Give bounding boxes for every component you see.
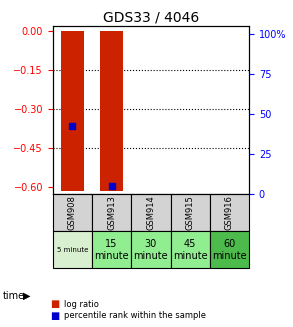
FancyBboxPatch shape	[210, 231, 249, 268]
Bar	[61, 31, 84, 191]
FancyBboxPatch shape	[171, 231, 210, 268]
Bar	[100, 31, 123, 191]
FancyBboxPatch shape	[92, 231, 131, 268]
Text: percentile rank within the sample: percentile rank within the sample	[64, 311, 207, 320]
FancyBboxPatch shape	[131, 195, 171, 231]
Text: GSM915: GSM915	[186, 196, 195, 230]
Text: log ratio: log ratio	[64, 300, 99, 309]
Text: GSM913: GSM913	[107, 196, 116, 230]
FancyBboxPatch shape	[210, 195, 249, 231]
Text: 60
minute: 60 minute	[212, 239, 247, 261]
Text: 15
minute: 15 minute	[94, 239, 129, 261]
Text: 5 minute: 5 minute	[57, 247, 88, 253]
Text: ■: ■	[50, 299, 59, 309]
FancyBboxPatch shape	[53, 195, 92, 231]
FancyBboxPatch shape	[131, 231, 171, 268]
FancyBboxPatch shape	[171, 195, 210, 231]
Text: GSM914: GSM914	[146, 196, 155, 230]
Text: 45
minute: 45 minute	[173, 239, 207, 261]
Text: GSM908: GSM908	[68, 196, 77, 230]
Text: ▶: ▶	[23, 291, 31, 301]
Text: time: time	[3, 291, 25, 301]
FancyBboxPatch shape	[53, 231, 92, 268]
Text: GSM916: GSM916	[225, 196, 234, 230]
FancyBboxPatch shape	[92, 195, 131, 231]
Text: 30
minute: 30 minute	[134, 239, 168, 261]
Text: ■: ■	[50, 311, 59, 320]
Title: GDS33 / 4046: GDS33 / 4046	[103, 11, 199, 25]
